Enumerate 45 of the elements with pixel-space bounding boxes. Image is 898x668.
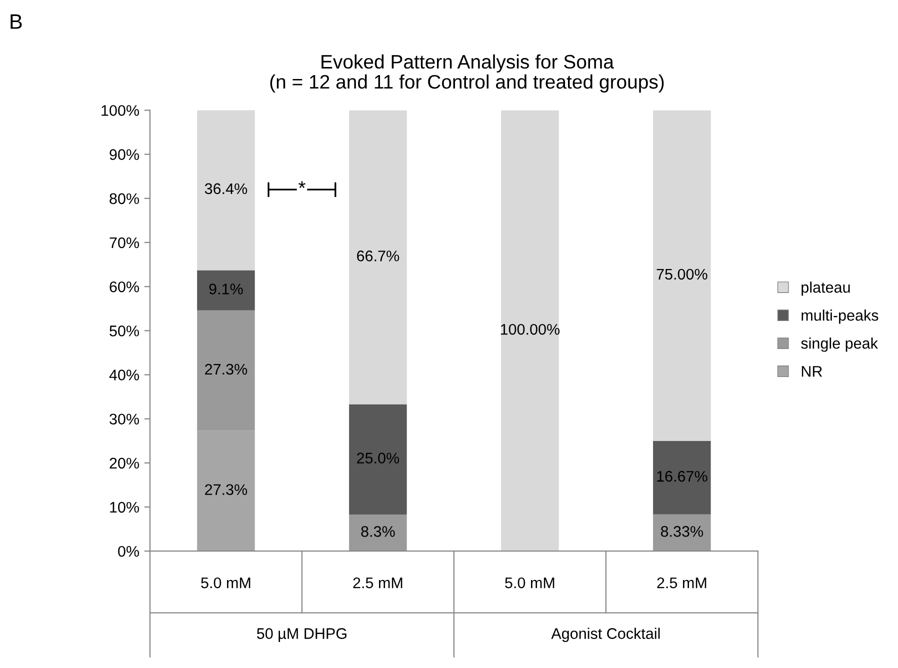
chart-title: Evoked Pattern Analysis for Soma (322, 54, 614, 73)
bar (349, 110, 407, 404)
y-tick-label: 40% (109, 370, 140, 380)
data-label: 9.1% (209, 284, 243, 294)
bar (349, 514, 407, 552)
x-tick-label: 5.0 mM (505, 577, 554, 588)
y-tick-label: 50% (110, 326, 140, 336)
text: 50 µM DHPG (256, 628, 346, 642)
data-label: 25.0% (357, 452, 400, 464)
y-tick-label: 60% (110, 281, 140, 292)
data-label: 75.00% (656, 268, 708, 280)
bar (653, 110, 711, 441)
data-label: 100.00% (500, 324, 560, 335)
data-label: 8.33% (660, 526, 704, 537)
bar (197, 270, 255, 310)
legend-label: single peak (801, 338, 878, 352)
y-tick-label: 100% (102, 105, 140, 116)
legend-label: multi-peaks (802, 310, 878, 324)
chart-subtitle: (n = 12 and 11 for Control and treated groups) (270, 74, 664, 93)
text: Agonist Cocktail (551, 628, 660, 642)
data-label: 27.3% (205, 484, 248, 496)
legend-label: plateau (802, 282, 850, 296)
bar (349, 404, 407, 515)
x-tick-label: 2.5 mM (353, 577, 402, 588)
text: B (10, 14, 22, 29)
x-tick-label: 5.0 mM (201, 577, 250, 588)
bar (501, 110, 559, 552)
x-tick-label: 2.5 mM (657, 577, 706, 588)
data-label: 16.67% (657, 470, 708, 482)
y-tick-label: 90% (110, 149, 140, 160)
data-label: 8.3% (361, 526, 395, 537)
y-tick-label: 80% (110, 193, 140, 204)
bar (653, 440, 711, 514)
bar (197, 110, 255, 270)
y-tick-label: 30% (110, 414, 140, 425)
y-tick-label: 0% (118, 546, 140, 557)
data-label: 27.3% (205, 364, 248, 375)
legend-label: NR (802, 366, 822, 377)
y-tick-label: 70% (110, 237, 140, 248)
data-label: 66.7% (357, 250, 400, 262)
y-tick-label: 20% (110, 458, 140, 469)
annotation: * (298, 181, 306, 188)
y-tick-label: 10% (110, 502, 140, 513)
data-label: 36.4% (204, 183, 248, 194)
bar (653, 514, 711, 552)
